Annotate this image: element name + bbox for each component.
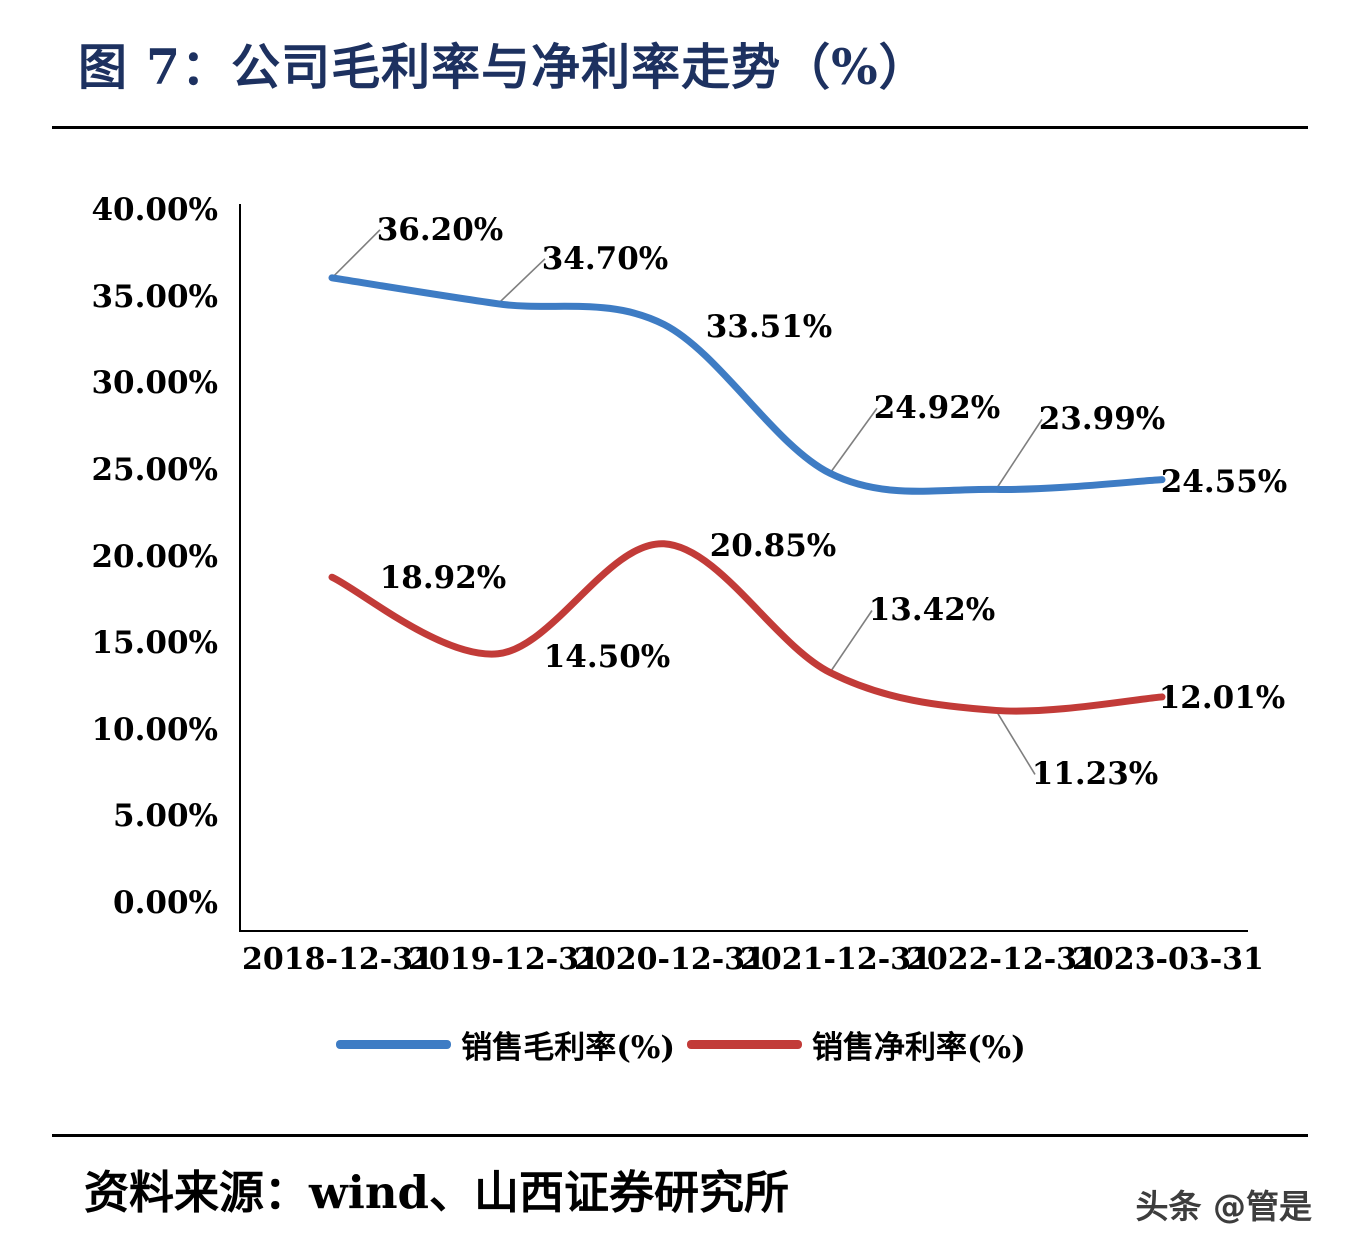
x-tick-label: 2021-12-31: [740, 942, 932, 977]
label-leader-line: [497, 258, 546, 305]
legend-item-0: 销售毛利率(%): [336, 1022, 675, 1067]
chart-title: 图 7：公司毛利率与净利率走势（%）: [78, 38, 929, 96]
y-tick-label: 15.00%: [91, 625, 218, 662]
legend-swatch: [687, 1040, 802, 1049]
data-label: 13.42%: [868, 592, 996, 629]
source-note: 资料来源：wind、山西证券研究所: [84, 1166, 790, 1219]
label-leader-line: [829, 610, 873, 673]
data-label: 34.70%: [541, 240, 669, 277]
label-leader-line: [829, 407, 878, 474]
data-label: 24.55%: [1160, 463, 1288, 500]
x-tick-label: 2023-03-31: [1072, 942, 1264, 977]
y-tick-label: 30.00%: [91, 365, 218, 402]
x-tick-label: 2018-12-31: [242, 942, 434, 977]
watermark: 头条 @管是: [1135, 1187, 1313, 1226]
x-tick-label: 2019-12-31: [408, 942, 600, 977]
data-label: 14.50%: [543, 638, 671, 675]
data-label: 24.92%: [873, 390, 1001, 427]
y-tick-label: 40.00%: [91, 192, 218, 228]
label-leader-line: [331, 229, 381, 279]
data-label: 36.20%: [376, 211, 504, 248]
y-tick-label: 35.00%: [91, 278, 218, 315]
legend-label: 销售毛利率(%): [461, 1030, 675, 1066]
data-label: 23.99%: [1038, 401, 1166, 438]
y-tick-label: 5.00%: [113, 798, 218, 835]
x-tick-label: 2020-12-31: [574, 942, 766, 977]
data-label: 18.92%: [379, 560, 507, 597]
label-leader-line: [995, 418, 1043, 490]
y-tick-label: 10.00%: [91, 711, 218, 748]
y-tick-label: 0.00%: [113, 885, 218, 921]
legend-item-1: 销售净利率(%): [687, 1022, 1026, 1067]
top-divider: [52, 126, 1308, 129]
legend: 销售毛利率(%) 销售净利率(%): [0, 1022, 1362, 1067]
legend-label: 销售净利率(%): [812, 1030, 1026, 1066]
data-label: 12.01%: [1158, 679, 1286, 716]
series-line-1: [328, 540, 1166, 715]
data-label: 20.85%: [709, 527, 837, 564]
x-tick-label: 2022-12-31: [906, 942, 1098, 977]
data-label: 11.23%: [1031, 756, 1159, 793]
legend-swatch: [336, 1040, 452, 1049]
bottom-divider: [52, 1134, 1308, 1137]
axis-lines: [239, 204, 1248, 932]
y-tick-label: 20.00%: [91, 538, 218, 575]
series-line-0: [328, 274, 1166, 495]
label-leader-line: [995, 710, 1036, 775]
y-tick-label: 25.00%: [91, 451, 218, 488]
data-label: 33.51%: [705, 309, 833, 346]
